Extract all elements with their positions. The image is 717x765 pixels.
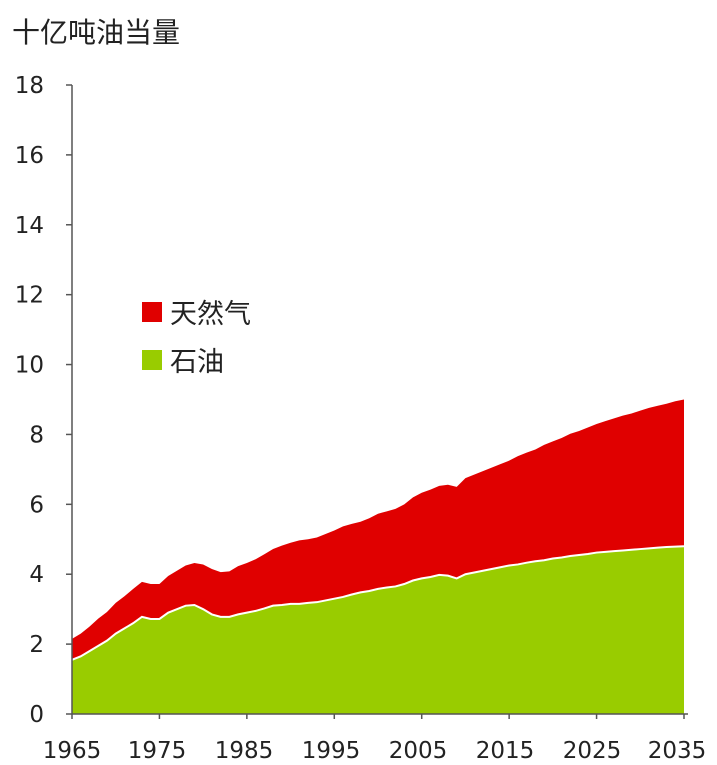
y-tick-label: 16 [15,143,44,169]
series-boundary-line [71,545,685,661]
x-tick-label: 1975 [128,738,187,764]
y-tick-label: 12 [15,283,44,309]
y-tick-label: 6 [29,492,44,518]
x-tick-label: 2015 [476,738,535,764]
legend-label: 天然气 [170,299,251,330]
stacked-areas [71,399,685,714]
y-tick-label: 14 [15,213,44,239]
y-axis-unit-label: 十亿吨油当量 [12,16,180,49]
y-tick-label: 10 [15,353,44,379]
legend-swatch [142,302,162,322]
y-tick-label: 0 [29,702,44,728]
x-tick-label: 2025 [563,738,622,764]
x-axis-ticks: 1965 1975 1985 1995 2005 2015 2025 2035 [43,714,707,764]
x-tick-label: 1985 [215,738,274,764]
legend-label: 石油 [170,347,224,378]
y-tick-label: 18 [15,73,44,99]
y-tick-label: 8 [29,422,44,448]
legend-swatch [142,350,162,370]
x-tick-label: 2035 [648,738,707,764]
y-tick-label: 4 [29,562,44,588]
x-tick-label: 1965 [43,738,102,764]
y-tick-label: 2 [29,632,44,658]
area-series-0 [72,546,684,714]
x-tick-label: 1995 [302,738,361,764]
area-series-1 [72,399,684,660]
y-axis-ticks: 0 2 4 6 8 10 12 14 16 18 [15,73,72,728]
axes [71,85,688,715]
x-tick-label: 2005 [389,738,448,764]
